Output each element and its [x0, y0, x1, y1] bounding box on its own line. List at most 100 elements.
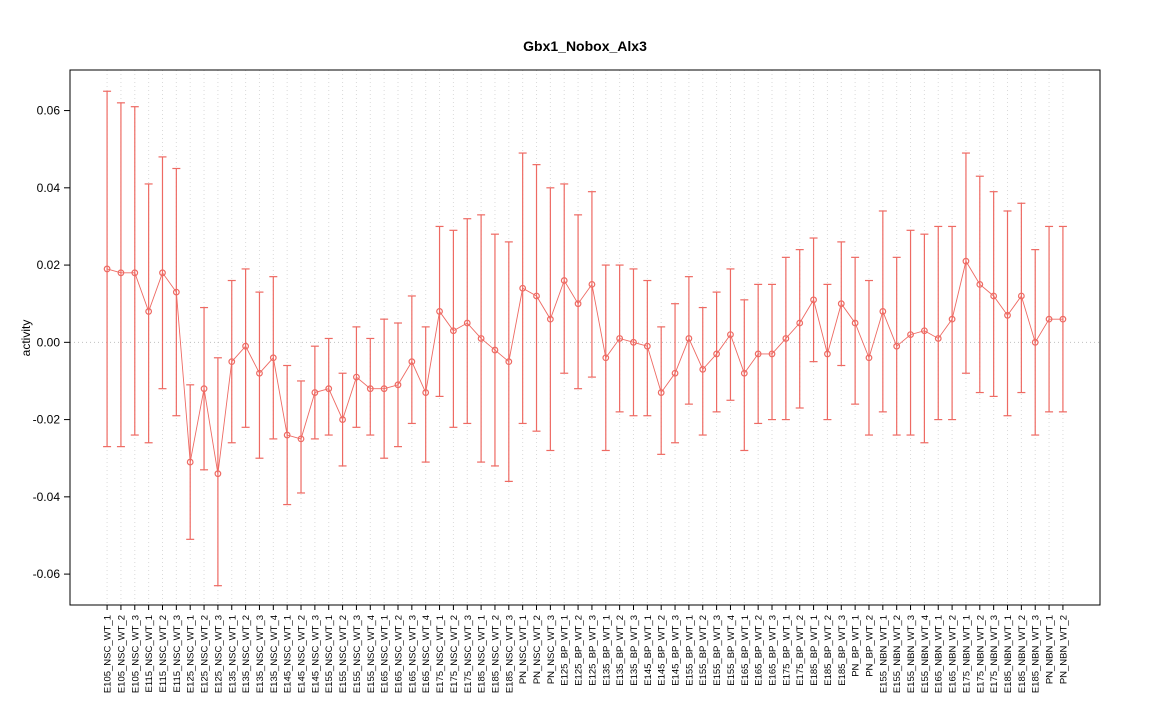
x-tick-label: E105_NSC_WT_1: [103, 615, 114, 693]
x-tick-label: E175_NSC_WT_2: [449, 615, 460, 693]
data-point: [893, 342, 901, 350]
data-point: [1059, 315, 1067, 323]
data-point: [865, 354, 873, 362]
y-tick-label: -0.04: [33, 490, 61, 504]
data-point: [768, 350, 776, 358]
x-tick-label: E105_NSC_WT_2: [116, 615, 127, 693]
data-point: [602, 354, 610, 362]
x-tick-label: E165_BP_WT_3: [768, 615, 779, 686]
x-tick-label: E175_NSC_WT_3: [463, 615, 474, 693]
data-point: [325, 385, 333, 393]
x-tick-label: E115_NSC_WT_3: [172, 615, 183, 692]
y-tick-label: 0.06: [37, 104, 61, 118]
data-point: [159, 269, 166, 277]
x-tick-label: E175_BP_WT_1: [781, 615, 792, 686]
x-tick-label: E175_BP_WT_2: [795, 615, 806, 686]
x-tick-label: E145_NSC_WT_3: [310, 615, 321, 693]
data-point: [339, 416, 346, 423]
data-point: [948, 315, 956, 323]
data-point: [657, 389, 665, 396]
data-point: [796, 319, 804, 327]
data-point: [200, 385, 208, 393]
x-tick-label: E165_NBN_WT_2: [948, 615, 959, 693]
data-point: [962, 257, 970, 265]
data-point: [851, 319, 859, 327]
data-point: [740, 369, 748, 377]
grid-lines: [106, 70, 1064, 605]
x-tick-label: E165_BP_WT_2: [754, 615, 765, 686]
data-point: [1031, 338, 1039, 346]
x-tick-label: E145_BP_WT_2: [657, 615, 668, 686]
data-point: [186, 458, 194, 466]
data-point: [353, 373, 360, 381]
x-axis: E105_NSC_WT_1 E105_NSC_WT_2 E105_NSC_WT_3 E…: [103, 605, 1069, 693]
x-tick-label: E165_BP_WT_1: [740, 615, 751, 686]
data-points: [103, 257, 1067, 478]
x-tick-label: E185_NBN_WT_2: [1017, 615, 1028, 693]
data-point: [533, 292, 540, 300]
data-point: [449, 327, 457, 335]
x-tick-label: E125_NSC_WT_3: [213, 615, 224, 693]
data-point: [408, 358, 416, 366]
x-tick-label: E135_NSC_WT_2: [241, 615, 252, 693]
x-tick-label: E165_NSC_WT_2: [393, 615, 404, 693]
data-point: [907, 331, 914, 339]
x-tick-label: E155_NBN_WT_3: [906, 615, 917, 693]
x-tick-label: E155_BP_WT_3: [712, 615, 723, 686]
data-point: [394, 381, 402, 389]
x-tick-label: E155_NSC_WT_4: [366, 615, 377, 693]
data-point: [671, 369, 679, 377]
x-tick-label: E185_NBN_WT_1: [1003, 615, 1014, 693]
data-point: [782, 335, 790, 342]
data-point: [269, 354, 277, 362]
x-tick-label: E125_NSC_WT_1: [186, 615, 197, 693]
data-point: [1004, 311, 1011, 319]
y-axis: -0.06 -0.04 -0.02 0.00 0.02 0.04 0.06: [33, 104, 70, 581]
data-point: [837, 300, 845, 308]
x-tick-label: E145_NSC_WT_2: [297, 615, 308, 693]
x-tick-label: E155_NSC_WT_1: [324, 615, 335, 693]
x-tick-label: E135_NSC_WT_1: [227, 615, 238, 693]
data-point: [990, 292, 998, 300]
x-tick-label: E185_NSC_WT_1: [477, 615, 488, 693]
data-point: [228, 358, 236, 366]
x-tick-label: E175_NBN_WT_2: [975, 615, 986, 693]
data-point: [560, 277, 568, 284]
x-tick-label: E155_NSC_WT_2: [338, 615, 349, 693]
x-tick-label: E115_NSC_WT_2: [158, 615, 169, 692]
x-tick-label: E155_NSC_WT_3: [352, 615, 363, 693]
x-tick-label: E155_NBN_WT_1: [878, 615, 889, 693]
x-tick-label: E155_NBN_WT_2: [892, 615, 903, 693]
series-line: [106, 260, 1063, 474]
x-tick-label: PN_NSC_WT_2: [532, 615, 543, 684]
data-point: [699, 365, 707, 373]
data-point: [297, 435, 305, 443]
data-point: [505, 358, 513, 366]
x-tick-label: E165_NSC_WT_1: [380, 615, 391, 693]
data-point: [422, 389, 430, 396]
x-tick-label: E135_BP_WT_1: [601, 615, 612, 686]
x-tick-label: E125_BP_WT_1: [560, 615, 571, 686]
data-point: [463, 319, 471, 327]
x-tick-label: E155_BP_WT_1: [684, 615, 695, 686]
data-point: [519, 284, 527, 292]
x-tick-label: E185_NSC_WT_2: [490, 615, 501, 693]
y-tick-label: 0.04: [37, 181, 61, 195]
data-point: [242, 342, 250, 350]
x-tick-label: PN_NSC_WT_1: [518, 615, 529, 684]
data-point: [546, 315, 554, 323]
y-tick-label: 0.02: [37, 258, 61, 272]
x-tick-label: E165_NSC_WT_4: [421, 615, 432, 693]
x-tick-label: PN_BP_WT_1: [851, 615, 862, 677]
data-point: [727, 331, 734, 339]
data-point: [145, 308, 153, 315]
x-tick-label: E135_BP_WT_2: [615, 615, 626, 686]
data-point: [311, 389, 319, 396]
data-point: [810, 296, 817, 304]
x-tick-label: E175_NBN_WT_1: [961, 615, 972, 693]
x-tick-label: E135_NSC_WT_3: [255, 615, 266, 693]
data-point: [1017, 292, 1025, 300]
x-tick-label: E155_BP_WT_4: [726, 615, 737, 686]
x-tick-label: E165_NBN_WT_1: [934, 615, 945, 693]
x-tick-label: E115_NSC_WT_1: [144, 615, 155, 692]
